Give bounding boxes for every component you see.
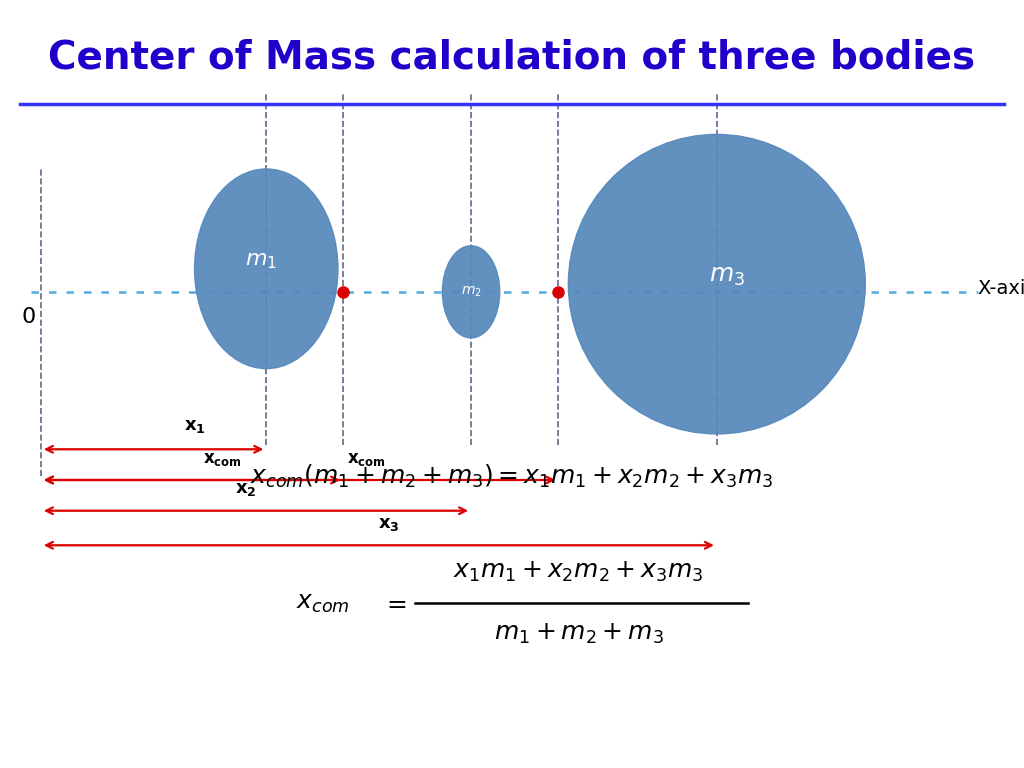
Text: X-axis: X-axis	[978, 279, 1024, 297]
Text: $\mathbf{x_{com}}$: $\mathbf{x_{com}}$	[347, 450, 385, 468]
Text: $\mathbf{x_{com}}$: $\mathbf{x_{com}}$	[204, 450, 242, 468]
Text: $\mathbf{x_2}$: $\mathbf{x_2}$	[234, 481, 257, 498]
Text: $m_1 + m_2 + m_3$: $m_1 + m_2 + m_3$	[494, 621, 664, 646]
Text: $\mathbf{x_3}$: $\mathbf{x_3}$	[378, 515, 400, 533]
Text: $x_{com}$: $x_{com}$	[296, 591, 349, 615]
Text: $m_3$: $m_3$	[709, 264, 745, 289]
Text: Center of Mass calculation of three bodies: Center of Mass calculation of three bodi…	[48, 38, 976, 77]
Ellipse shape	[568, 134, 865, 434]
Text: $=$: $=$	[382, 591, 407, 615]
Text: $m_2$: $m_2$	[461, 285, 481, 299]
Text: $x_{com}(m_1 + m_2 + m_3) = x_1 m_1 + x_2 m_2 + x_3 m_3$: $x_{com}(m_1 + m_2 + m_3) = x_1 m_1 + x_…	[250, 462, 774, 490]
Text: $m_1$: $m_1$	[245, 251, 278, 271]
Text: $x_1 m_1 + x_2 m_2 + x_3 m_3$: $x_1 m_1 + x_2 m_2 + x_3 m_3$	[454, 560, 703, 584]
Ellipse shape	[195, 169, 338, 369]
Text: $\mathbf{x_1}$: $\mathbf{x_1}$	[183, 418, 206, 435]
Ellipse shape	[442, 246, 500, 338]
Text: 0: 0	[22, 307, 36, 327]
